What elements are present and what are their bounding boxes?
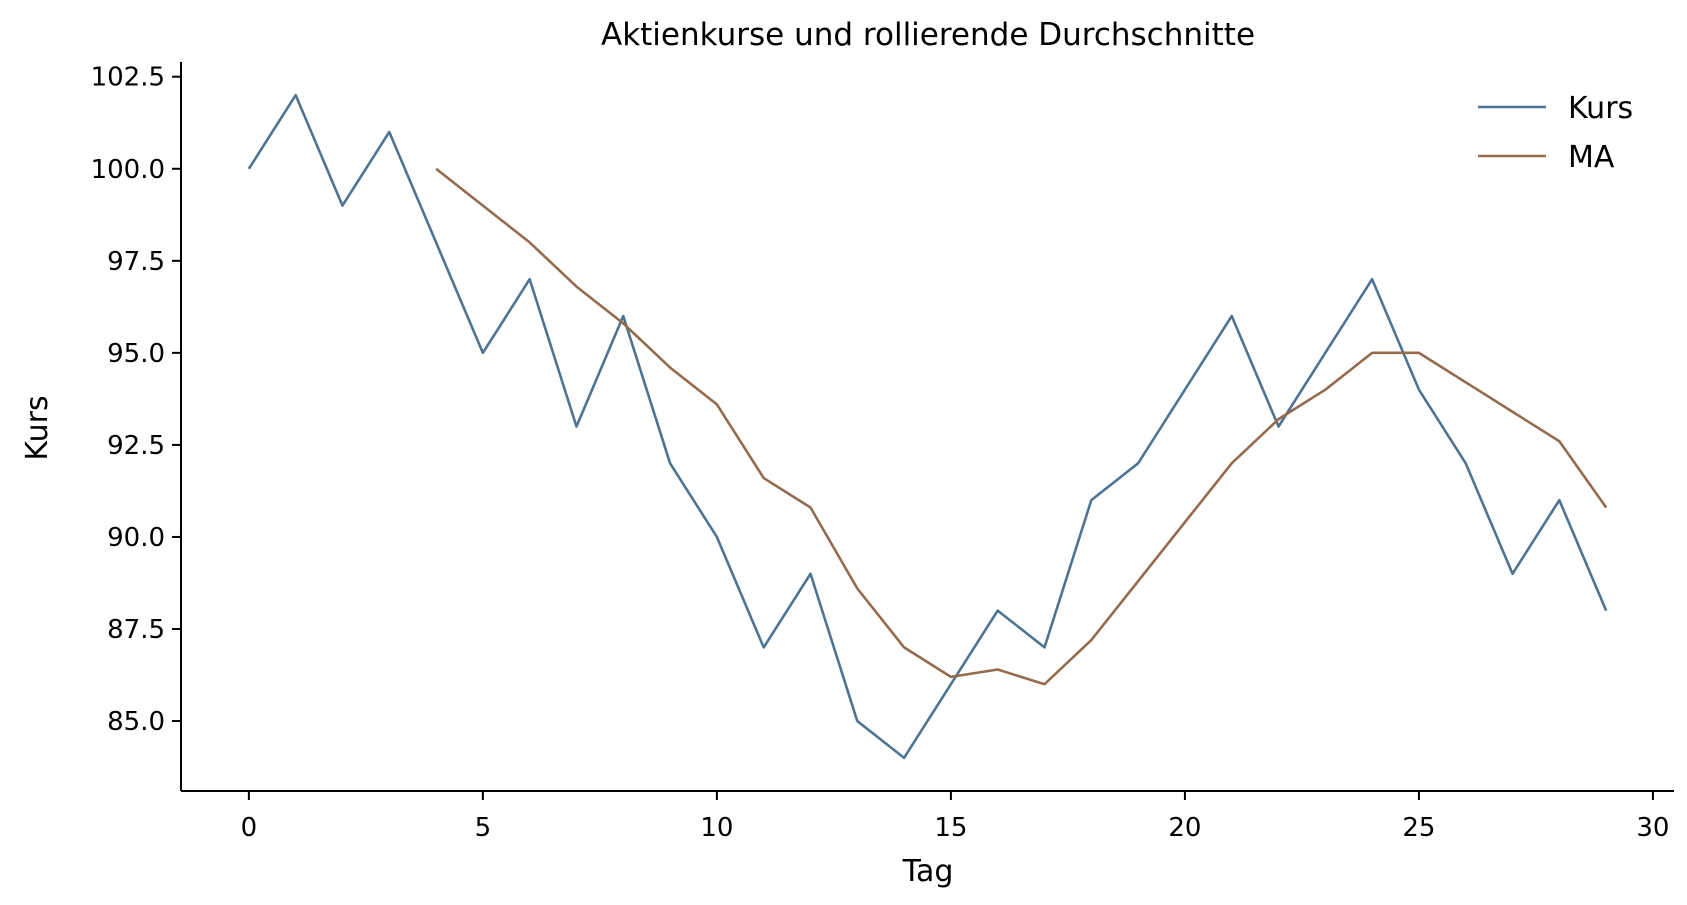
y-tick-label: 97.5 xyxy=(107,247,165,277)
y-tick-label: 85.0 xyxy=(107,707,165,737)
y-tick-label: 100.0 xyxy=(91,155,165,185)
x-tick-label: 30 xyxy=(1636,813,1669,843)
chart-title: Aktienkurse und rollierende Durchschnitt… xyxy=(601,17,1255,53)
x-tick-label: 25 xyxy=(1402,813,1435,843)
x-axis-ticks: 0 5 10 15 20 25 30 xyxy=(241,791,1669,843)
y-tick-label: 87.5 xyxy=(107,615,165,645)
series-line-kurs xyxy=(247,93,1608,760)
y-tick-label: 90.0 xyxy=(107,523,165,553)
x-tick-label: 20 xyxy=(1168,813,1201,843)
y-tick-label: 102.5 xyxy=(91,63,165,93)
x-tick-label: 0 xyxy=(241,813,258,843)
x-axis-label: Tag xyxy=(902,854,954,889)
y-tick-label: 95.0 xyxy=(107,339,165,369)
y-axis-ticks: 85.0 87.5 90.0 92.5 95.0 97.5 100.0 102.5 xyxy=(91,63,181,737)
y-axis-label: Kurs xyxy=(20,395,55,460)
plot-area xyxy=(247,93,1608,760)
legend-label-kurs: Kurs xyxy=(1568,91,1633,126)
series-line-ma xyxy=(435,167,1608,686)
legend-label-ma: MA xyxy=(1568,140,1615,175)
y-tick-label: 92.5 xyxy=(107,431,165,461)
x-tick-label: 10 xyxy=(700,813,733,843)
x-tick-label: 5 xyxy=(475,813,492,843)
legend: Kurs MA xyxy=(1478,91,1633,175)
x-tick-label: 15 xyxy=(934,813,967,843)
